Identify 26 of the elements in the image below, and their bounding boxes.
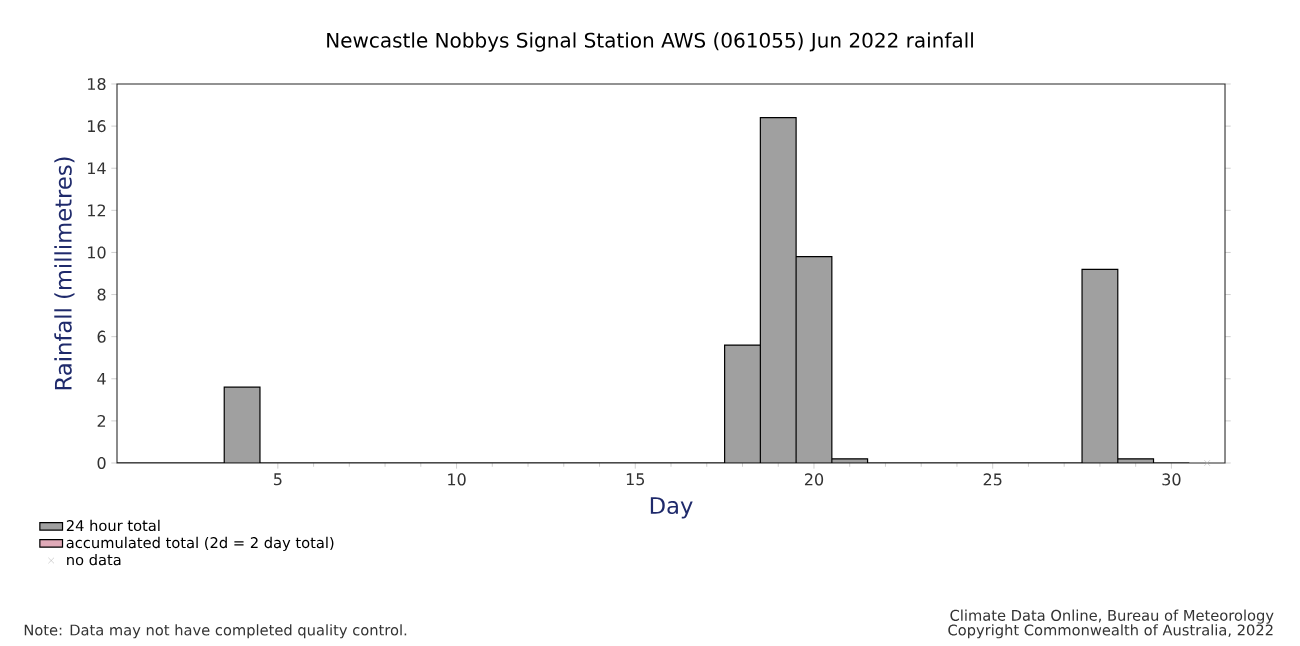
y-tick-label: 4 bbox=[97, 372, 106, 385]
y-tick-label: 12 bbox=[88, 204, 106, 217]
x-tick-label: 20 bbox=[804, 473, 824, 486]
x-axis-title: Day bbox=[650, 497, 693, 519]
y-tick-label: 10 bbox=[88, 246, 106, 259]
y-tick-label: 6 bbox=[97, 330, 106, 343]
bar bbox=[224, 387, 260, 463]
x-tick-label: 15 bbox=[626, 473, 645, 486]
y-tick-label: 2 bbox=[97, 414, 106, 427]
x-tick-label: 30 bbox=[1162, 473, 1181, 486]
x-tick-label: 25 bbox=[983, 473, 1002, 486]
chart-title: Newcastle Nobbys Signal Station AWS (061055) Jun 2022 rainfall bbox=[327, 32, 973, 52]
legend-label: 24 hour total bbox=[66, 519, 160, 532]
x-tick-label: 5 bbox=[273, 473, 282, 486]
legend-label: no data bbox=[67, 553, 121, 566]
y-tick-label: 16 bbox=[88, 120, 106, 133]
y-axis-title: Rainfall (millimetres) bbox=[54, 157, 75, 390]
text: Note: Data may not have completed quality control. bbox=[24, 624, 407, 639]
y-tick-label: 0 bbox=[97, 456, 106, 470]
text: Climate Data Online, Bureau of Meteorology bbox=[950, 609, 1274, 624]
y-tick-label: 18 bbox=[88, 77, 106, 91]
y-tick-label: 14 bbox=[88, 162, 106, 175]
x-tick-label: 10 bbox=[448, 473, 466, 486]
y-tick-label: 8 bbox=[97, 288, 106, 301]
legend-label: accumulated total (2d = 2 day total) bbox=[66, 536, 334, 552]
text: Copyright Commonwealth of Australia, 2022 bbox=[948, 624, 1273, 639]
